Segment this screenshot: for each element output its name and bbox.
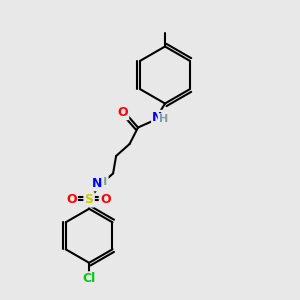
Text: H: H [98, 177, 107, 187]
Text: H: H [159, 114, 168, 124]
Text: N: N [92, 177, 103, 190]
Text: O: O [100, 193, 111, 206]
Text: O: O [117, 106, 128, 119]
Text: O: O [66, 193, 77, 206]
Text: N: N [152, 111, 163, 124]
Text: Cl: Cl [82, 272, 96, 286]
Text: S: S [85, 193, 94, 206]
